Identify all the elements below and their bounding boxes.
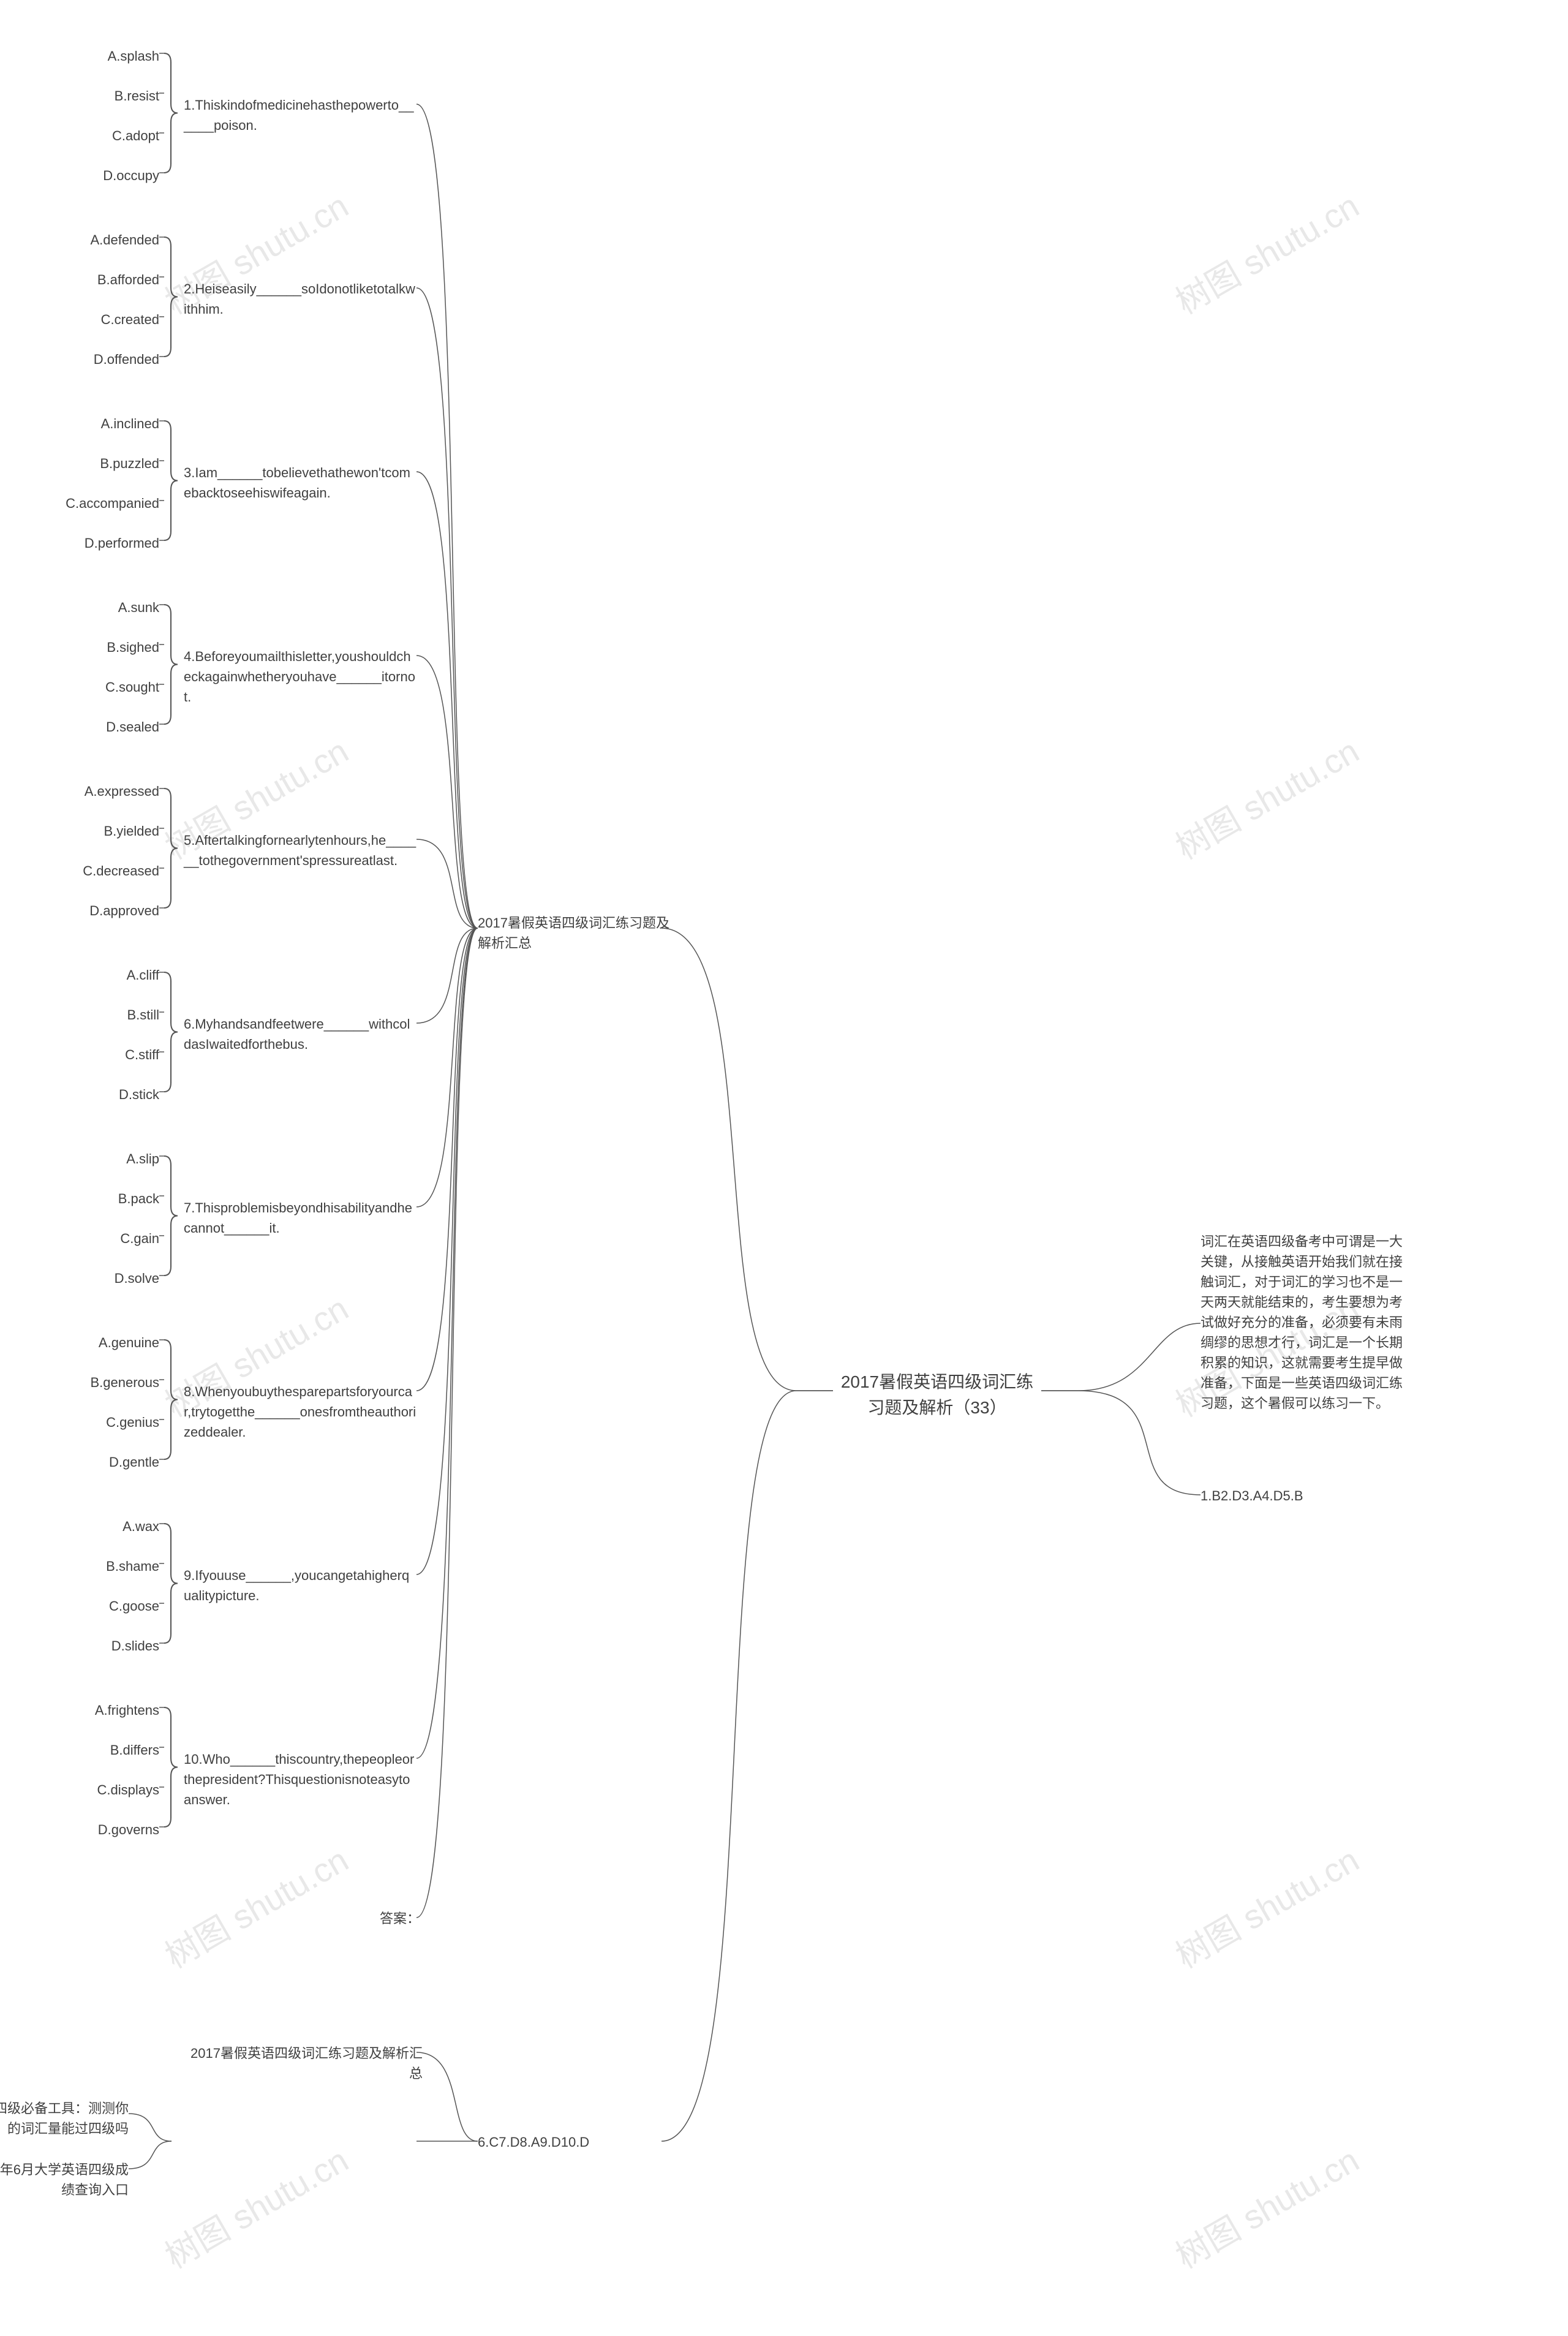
q8-option-d: D.gentle (37, 1452, 159, 1472)
question-3: 3.Iam______tobelievethathewon'tcomebackt… (184, 463, 417, 503)
q8-option-a: A.genuine (37, 1332, 159, 1353)
q5-option-a: A.expressed (37, 781, 159, 801)
question-7: 7.Thisproblemisbeyondhisabilityandhecann… (184, 1198, 417, 1238)
q3-option-c: C.accompanied (37, 493, 159, 513)
q7-option-b: B.pack (37, 1189, 159, 1209)
q6-option-d: D.stick (37, 1084, 159, 1105)
q6-option-b: B.still (37, 1005, 159, 1025)
q5-option-c: C.decreased (37, 861, 159, 881)
q1-option-a: A.splash (37, 46, 159, 66)
question-10: 10.Who______thiscountry,thepeopleorthepr… (184, 1749, 417, 1810)
watermark: 树图 shutu.cn (1165, 724, 1366, 869)
q3-option-d: D.performed (37, 533, 159, 553)
root-title-2: 习题及解析（33） (867, 1398, 1006, 1417)
q4-option-c: C.sought (37, 677, 159, 697)
q1-option-b: B.resist (37, 86, 159, 106)
q1-option-c: C.adopt (37, 126, 159, 146)
answer-label: 答案： (380, 1908, 420, 1929)
q10-option-a: A.frightens (37, 1700, 159, 1720)
summary-node: 2017暑假英语四级词汇练习题及解析汇总 (478, 913, 674, 953)
q2-option-a: A.defended (37, 230, 159, 250)
q6-option-a: A.cliff (37, 965, 159, 985)
question-5: 5.Aftertalkingfornearlytenhours,he______… (184, 830, 417, 871)
question-6: 6.Myhandsandfeetwere______withcoldasIwai… (184, 1014, 417, 1054)
q4-option-b: B.sighed (37, 637, 159, 657)
link-score: 2017年6月大学英语四级成绩查询入口 (0, 2160, 129, 2200)
q1-option-d: D.occupy (37, 165, 159, 186)
q2-option-d: D.offended (37, 349, 159, 369)
q2-option-c: C.created (37, 309, 159, 330)
mindmap-connectors (0, 0, 1568, 2336)
root-node: 2017暑假英语四级词汇练 习题及解析（33） (833, 1369, 1041, 1421)
watermark: 树图 shutu.cn (1165, 179, 1366, 323)
q9-option-c: C.goose (37, 1596, 159, 1616)
watermark: 树图 shutu.cn (1165, 2133, 1366, 2278)
question-1: 1.Thiskindofmedicinehasthepowerto______p… (184, 95, 417, 135)
q7-option-a: A.slip (37, 1149, 159, 1169)
answers-2: 6.C7.D8.A9.D10.D (478, 2132, 589, 2152)
watermark: 树图 shutu.cn (154, 2133, 356, 2278)
q8-option-c: C.genius (37, 1412, 159, 1432)
watermark: 树图 shutu.cn (154, 1833, 356, 1978)
q7-option-c: C.gain (37, 1228, 159, 1249)
q7-option-d: D.solve (37, 1268, 159, 1288)
option-brackets (0, 0, 1568, 2336)
question-2: 2.Heiseasily______soIdonotliketotalkwith… (184, 279, 417, 319)
q4-option-d: D.sealed (37, 717, 159, 737)
q10-option-d: D.governs (37, 1820, 159, 1840)
intro-text: 词汇在英语四级备考中可谓是一大关键，从接触英语开始我们就在接触词汇，对于词汇的学… (1200, 1231, 1415, 1413)
answers-1: 1.B2.D3.A4.D5.B (1200, 1486, 1303, 1506)
q9-option-d: D.slides (37, 1636, 159, 1656)
root-title-1: 2017暑假英语四级词汇练 (841, 1372, 1033, 1391)
question-8: 8.Whenyoubuythesparepartsforyourcar,tryt… (184, 1382, 417, 1442)
q10-option-b: B.differs (37, 1740, 159, 1760)
link-tool: 英语四级必备工具：测测你的词汇量能过四级吗 (0, 2098, 129, 2139)
q3-option-b: B.puzzled (37, 453, 159, 474)
q4-option-a: A.sunk (37, 597, 159, 618)
q9-option-b: B.shame (37, 1556, 159, 1576)
q5-option-d: D.approved (37, 901, 159, 921)
q3-option-a: A.inclined (37, 414, 159, 434)
q2-option-b: B.afforded (37, 270, 159, 290)
q6-option-c: C.stiff (37, 1045, 159, 1065)
q10-option-c: C.displays (37, 1780, 159, 1800)
q9-option-a: A.wax (37, 1516, 159, 1537)
link-summary2: 2017暑假英语四级词汇练习题及解析汇总 (178, 2043, 423, 2084)
question-4: 4.Beforeyoumailthisletter,youshouldcheck… (184, 646, 417, 707)
watermark: 树图 shutu.cn (1165, 1833, 1366, 1978)
question-9: 9.Ifyouuse______,youcangetahigherquality… (184, 1565, 417, 1606)
q5-option-b: B.yielded (37, 821, 159, 841)
q8-option-b: B.generous (37, 1372, 159, 1393)
